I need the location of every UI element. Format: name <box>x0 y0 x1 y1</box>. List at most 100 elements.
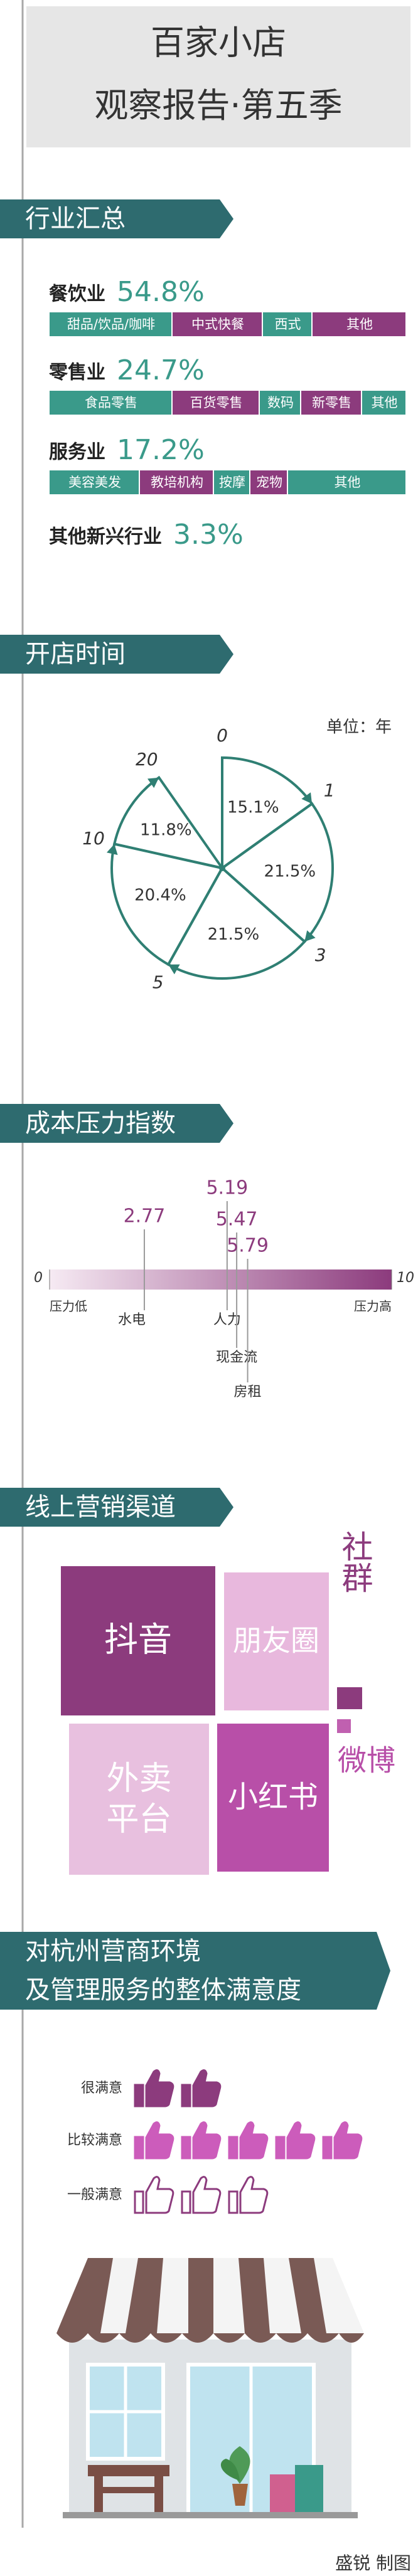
arc-arrow <box>301 792 313 804</box>
pressure-value: 5.19 <box>206 1177 248 1199</box>
thumb-icon <box>134 2069 174 2107</box>
industry-name: 餐饮业 <box>49 284 105 305</box>
unit-label: 单位：年 <box>326 718 392 737</box>
scale-tick-label: 0 <box>34 1270 43 1286</box>
pie-center <box>219 865 225 871</box>
segment-label: 新零售 <box>312 395 351 410</box>
channel-block <box>69 1724 209 1875</box>
boundary-label: 0 <box>217 725 228 746</box>
industry-segment <box>362 391 405 415</box>
section-banner <box>0 1488 233 1527</box>
arc-arrow <box>168 964 180 975</box>
segment-label: 甜品/饮品/咖啡 <box>67 317 155 332</box>
industry-share: 24.7% <box>117 354 205 386</box>
industry-segment <box>50 391 171 415</box>
industry-segment <box>50 312 171 336</box>
section-heading: 开店时间 <box>25 640 126 669</box>
industry-segment <box>173 391 259 415</box>
channel-label: 社群 <box>337 1530 373 1593</box>
pressure-value: 5.47 <box>216 1209 258 1231</box>
rating-label: 很满意 <box>81 2080 122 2096</box>
industry-share: 54.8% <box>117 276 205 308</box>
segment-label: 数码 <box>267 395 294 410</box>
rating-label: 比较满意 <box>67 2133 122 2148</box>
thumb-icon <box>134 2121 174 2160</box>
credit: 盛锐 制图 <box>335 2553 411 2573</box>
segment-label: 西式 <box>275 317 301 332</box>
section-heading: 成本压力指数 <box>25 1109 176 1138</box>
industry-segment <box>313 312 405 336</box>
thumb-icon <box>275 2121 316 2160</box>
section-banner <box>0 1104 233 1143</box>
channel-block <box>217 1724 329 1872</box>
thumb-icon <box>228 2176 269 2214</box>
section-banner <box>0 635 233 674</box>
channel-block <box>61 1566 215 1715</box>
arc-arrow <box>147 777 159 788</box>
pressure-value: 2.77 <box>124 1206 166 1227</box>
thumb-icon <box>181 2176 222 2214</box>
section-heading: 线上营销渠道 <box>25 1493 176 1522</box>
channel-label: 微博 <box>338 1744 395 1778</box>
industry-segment <box>140 470 213 494</box>
channel-block <box>337 1687 362 1709</box>
section-banner <box>0 199 233 238</box>
segment-label: 其他 <box>346 317 373 332</box>
arc-arrow <box>304 930 316 942</box>
industry-segment <box>214 470 249 494</box>
title: 观察报告·第五季 <box>94 86 342 125</box>
industry-name: 服务业 <box>49 442 105 464</box>
rating-icons <box>134 2069 222 2107</box>
thumb-icon <box>322 2121 363 2160</box>
pressure-name: 房租 <box>234 1384 262 1400</box>
slice-label: 20.4% <box>134 886 186 905</box>
scale-end-label: 压力高 <box>354 1299 392 1314</box>
slice-label: 15.1% <box>227 798 279 817</box>
thumb-icon <box>181 2069 222 2107</box>
section-heading: 行业汇总 <box>25 204 126 233</box>
segment-label: 按摩 <box>219 475 245 490</box>
thumb-icon <box>181 2121 222 2160</box>
boundary-label: 1 <box>324 780 335 801</box>
pressure-scale <box>50 1269 392 1290</box>
segment-label: 中式快餐 <box>191 317 244 332</box>
channel-block <box>224 1572 329 1710</box>
section-banner <box>0 1932 390 2010</box>
boundary-label: 3 <box>315 945 326 965</box>
rating-label: 一般满意 <box>67 2187 122 2203</box>
industry-segment <box>288 470 405 494</box>
segment-label: 教培机构 <box>151 475 203 490</box>
thumb-icon <box>134 2176 174 2214</box>
industry-segment <box>301 391 361 415</box>
shop-illustration <box>56 2258 364 2520</box>
boundary-label: 5 <box>153 972 164 992</box>
segment-label: 其他 <box>335 475 361 490</box>
slice-label: 11.8% <box>140 820 192 839</box>
title-box <box>26 6 410 147</box>
segment-label: 美容美发 <box>68 475 121 490</box>
channel-label: 外卖平台 <box>106 1759 172 1838</box>
slice-label: 21.5% <box>264 862 316 881</box>
arc-arrow <box>106 844 118 856</box>
pressure-name: 水电 <box>118 1312 146 1328</box>
industry-name: 其他新兴行业 <box>49 526 162 548</box>
segment-label: 其他 <box>372 395 398 410</box>
thumb-icon <box>228 2121 269 2160</box>
segment-label: 百货零售 <box>190 395 243 410</box>
channel-label: 小红书 <box>228 1779 318 1815</box>
industry-share: 3.3% <box>173 519 244 551</box>
channel-block: 外卖平台 <box>69 1724 209 1875</box>
pressure-name: 现金流 <box>216 1350 257 1365</box>
pie-slice-arc <box>166 866 307 980</box>
industry-segment <box>173 312 262 336</box>
boundary-label: 20 <box>136 749 158 770</box>
industry-segment <box>50 470 139 494</box>
segment-label: 食品零售 <box>85 395 137 410</box>
section-heading: 对杭州营商环境 <box>25 1937 201 1966</box>
channel-label: 抖音 <box>104 1620 172 1660</box>
rating-icons <box>134 2176 269 2214</box>
pie-slice-arc <box>220 802 334 944</box>
boundary-label: 10 <box>82 828 105 849</box>
